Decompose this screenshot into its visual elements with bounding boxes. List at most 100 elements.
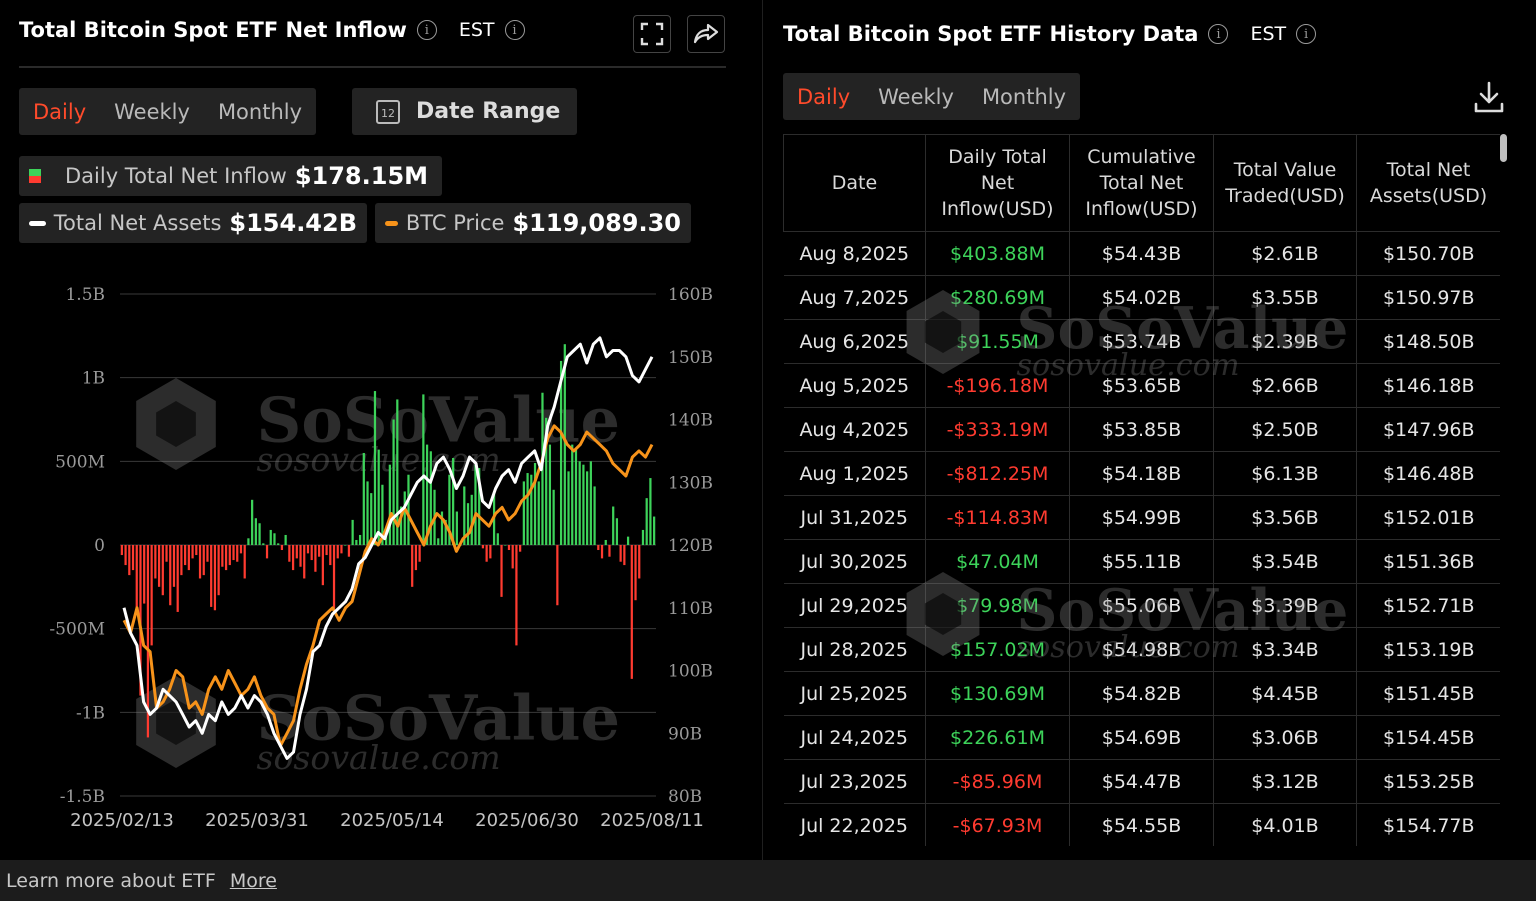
timezone-label: EST	[458, 19, 495, 41]
cell-net-assets: $152.01B	[1356, 495, 1500, 540]
inflow-bar-negative	[306, 545, 310, 554]
col-net-assets[interactable]: Total Net Assets(USD)	[1356, 134, 1500, 232]
info-icon[interactable]: i	[416, 20, 437, 40]
date-range-button[interactable]: 12 Date Range	[352, 88, 577, 135]
history-info-icon[interactable]: i	[1208, 24, 1229, 44]
history-tab-monthly[interactable]: Monthly	[981, 84, 1067, 109]
cell-cumulative-inflow: $53.65B	[1069, 363, 1214, 408]
cell-cumulative-inflow: $54.82B	[1069, 671, 1214, 716]
download-icon[interactable]	[1473, 80, 1505, 114]
table-row[interactable]: Jul 23,2025 -$85.96M $54.47B $3.12B $153.25B	[783, 759, 1500, 804]
cell-daily-inflow: $157.02M	[925, 627, 1070, 672]
net-inflow-chart[interactable]: SoSoValuesosovalue.comSoSoValuesosovalue…	[0, 0, 745, 845]
table-row[interactable]: Aug 5,2025 -$196.18M $53.65B $2.66B $146.18B	[783, 363, 1500, 408]
inflow-bar-positive	[466, 503, 470, 545]
col-cumulative-inflow[interactable]: Cumulative Total Net Inflow(USD)	[1069, 134, 1214, 232]
more-link[interactable]: More	[229, 869, 277, 892]
table-row[interactable]: Jul 31,2025 -$114.83M $54.99B $3.56B $152.01…	[783, 495, 1500, 540]
table-row[interactable]: Aug 1,2025 -$812.25M $54.18B $6.13B $146.48B	[783, 451, 1500, 496]
col-daily-inflow[interactable]: Daily Total Net Inflow(USD)	[925, 134, 1070, 232]
axis-ticks: 1.5B 1B 500M 0 -500M -1B -1.5B 160B 150B 140B 130B…	[49, 285, 713, 831]
history-timezone-info-icon[interactable]: i	[1296, 24, 1317, 44]
inflow-bar-positive	[522, 481, 525, 545]
table-row[interactable]: Aug 4,2025 -$333.19M $53.85B $2.50B $147.96B	[783, 407, 1500, 452]
cell-date: Aug 1,2025	[783, 451, 926, 496]
table-row[interactable]: Jul 22,2025 -$67.93M $54.55B $4.01B $154.77B	[783, 803, 1500, 846]
inflow-bar-positive	[533, 463, 537, 545]
inflow-bar-positive	[258, 523, 261, 545]
inflow-bar-negative	[321, 545, 324, 586]
fullscreen-button[interactable]	[633, 15, 671, 53]
inflow-bar-positive	[407, 474, 410, 545]
inflow-bar-positive	[612, 506, 615, 545]
inflow-bar-negative	[180, 545, 183, 576]
history-table: Date Daily Total Net Inflow(USD) Cumulat…	[783, 134, 1500, 846]
table-row[interactable]: Jul 29,2025 $79.98M $55.06B $3.39B $152.71B	[783, 583, 1500, 628]
history-tab-weekly[interactable]: Weekly	[878, 84, 954, 109]
inflow-bar-negative	[150, 545, 153, 646]
y-right-tick-label: 160B	[668, 285, 713, 305]
table-header-row: Date Daily Total Net Inflow(USD) Cumulat…	[783, 134, 1500, 232]
col-value-traded[interactable]: Total Value Traded(USD)	[1213, 134, 1357, 232]
cell-cumulative-inflow: $54.47B	[1069, 759, 1214, 804]
inflow-bar-negative	[623, 545, 626, 566]
cell-net-assets: $152.71B	[1356, 583, 1500, 628]
table-row[interactable]: Jul 24,2025 $226.61M $54.69B $3.06B $154.45B	[783, 715, 1500, 760]
watermark-url: sosovalue.com	[257, 738, 501, 777]
col-date[interactable]: Date	[783, 134, 926, 232]
share-button[interactable]	[687, 15, 725, 53]
table-row[interactable]: Aug 7,2025 $280.69M $54.02B $3.55B $150.97B	[783, 275, 1500, 320]
history-tab-daily[interactable]: Daily	[797, 84, 851, 109]
inflow-bar-positive	[251, 499, 254, 545]
inflow-bar-negative	[314, 545, 317, 572]
chart-gridlines	[120, 293, 656, 797]
cell-value-traded: $2.50B	[1213, 407, 1357, 452]
cell-net-assets: $147.96B	[1356, 407, 1500, 452]
inflow-bar-negative	[485, 545, 488, 562]
table-row[interactable]: Aug 8,2025 $403.88M $54.43B $2.61B $150.70B	[783, 231, 1500, 276]
table-row[interactable]: Jul 30,2025 $47.04M $55.11B $3.54B $151.36B	[783, 539, 1500, 584]
cell-net-assets: $154.45B	[1356, 715, 1500, 760]
inflow-bar-negative	[146, 545, 150, 738]
cell-date: Jul 24,2025	[783, 715, 926, 760]
total-assets-stat: Total Net Assets $154.42B	[19, 203, 367, 243]
cell-value-traded: $4.45B	[1213, 671, 1357, 716]
table-row[interactable]: Jul 28,2025 $157.02M $54.98B $3.34B $153.19B	[783, 627, 1500, 672]
x-tick-label: 2025/02/13	[70, 810, 174, 831]
cell-date: Aug 4,2025	[783, 407, 926, 452]
cell-cumulative-inflow: $54.69B	[1069, 715, 1214, 760]
inflow-bar-negative	[187, 545, 190, 571]
history-table-container[interactable]: Date Daily Total Net Inflow(USD) Cumulat…	[783, 134, 1500, 846]
cell-net-assets: $151.45B	[1356, 671, 1500, 716]
inflow-bar-positive	[526, 473, 529, 545]
inflow-bar-negative	[191, 545, 194, 559]
table-row[interactable]: Jul 25,2025 $130.69M $54.82B $4.45B $151.45B	[783, 671, 1500, 716]
inflow-bar-positive	[589, 461, 592, 545]
cell-net-assets: $150.97B	[1356, 275, 1500, 320]
x-tick-label: 2025/08/11	[600, 810, 704, 831]
inflow-bar-positive	[392, 419, 395, 545]
net-inflow-panel: Total Bitcoin Spot ETF Net Inflow i EST …	[0, 0, 745, 860]
table-row[interactable]: Aug 6,2025 $91.55M $53.74B $2.39B $148.50B	[783, 319, 1500, 364]
inflow-bar-negative	[310, 545, 313, 561]
inflow-bar-negative	[239, 545, 243, 554]
inflow-bar-positive	[448, 474, 451, 545]
inflow-bar-positive	[641, 529, 645, 545]
inflow-bar-positive	[626, 536, 630, 545]
chart-lines	[122, 336, 654, 760]
tab-daily[interactable]: Daily	[33, 99, 87, 124]
inflow-bar-negative	[340, 545, 343, 554]
inflow-bar-negative	[329, 545, 332, 566]
cell-net-assets: $146.18B	[1356, 363, 1500, 408]
table-scrollbar[interactable]	[1500, 134, 1507, 162]
inflow-bar-negative	[500, 545, 503, 597]
inflow-bar-negative	[418, 545, 421, 562]
green-red-swatch-icon	[29, 169, 41, 183]
cell-value-traded: $3.06B	[1213, 715, 1357, 760]
period-tabs: Daily Weekly Monthly	[19, 88, 317, 135]
cell-cumulative-inflow: $54.18B	[1069, 451, 1214, 496]
timezone-info-icon[interactable]: i	[504, 20, 525, 40]
tab-monthly[interactable]: Monthly	[217, 99, 303, 124]
tab-weekly[interactable]: Weekly	[114, 99, 190, 124]
inflow-bar-positive	[403, 491, 406, 545]
